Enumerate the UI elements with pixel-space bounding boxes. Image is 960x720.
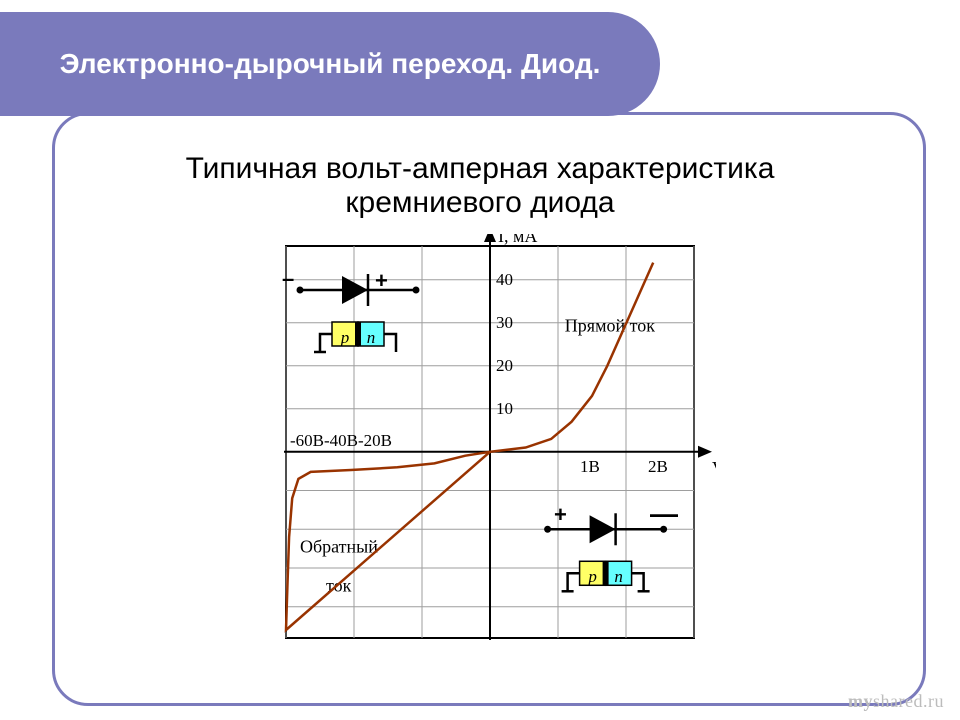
slide-subtitle: Типичная вольт-амперная характеристика к…: [90, 152, 870, 220]
svg-text:2В: 2В: [648, 457, 668, 476]
svg-text:Прямой ток: Прямой ток: [565, 315, 655, 335]
subtitle-line1: Типичная вольт-амперная характеристика: [186, 152, 775, 185]
svg-text:I, мА: I, мА: [498, 234, 537, 246]
svg-text:10: 10: [496, 399, 513, 418]
slide-title: Электронно-дырочный переход. Диод.: [60, 48, 601, 80]
watermark: myshared.ru: [848, 691, 944, 712]
svg-text:p: p: [340, 328, 350, 347]
svg-text:V: V: [712, 458, 716, 478]
svg-text:n: n: [367, 328, 376, 347]
svg-text:30: 30: [496, 313, 513, 332]
lower-plus-sign: +: [554, 502, 567, 528]
subtitle-line2: кремниевого диода: [345, 186, 614, 219]
title-bar: Электронно-дырочный переход. Диод.: [0, 12, 660, 116]
slide-frame: Электронно-дырочный переход. Диод. Типич…: [0, 0, 960, 720]
watermark-prefix: my: [848, 691, 873, 711]
svg-text:1В: 1В: [580, 457, 600, 476]
svg-text:n: n: [614, 567, 623, 586]
watermark-rest: shared.ru: [873, 691, 944, 711]
lower-minus-sign: —: [650, 498, 678, 530]
svg-text:Обратный: Обратный: [300, 537, 378, 557]
upper-plus-sign: +: [375, 268, 388, 294]
svg-text:-60В-40В-20В: -60В-40В-20В: [290, 431, 392, 450]
upper-minus-sign: –: [282, 266, 294, 292]
svg-text:20: 20: [496, 356, 513, 375]
svg-text:40: 40: [496, 270, 513, 289]
iv-chart: I, мА V 10 20 30 40 -60В-40В-20В 1В 2В Прямой ток…: [264, 234, 716, 656]
svg-text:p: p: [587, 567, 597, 586]
